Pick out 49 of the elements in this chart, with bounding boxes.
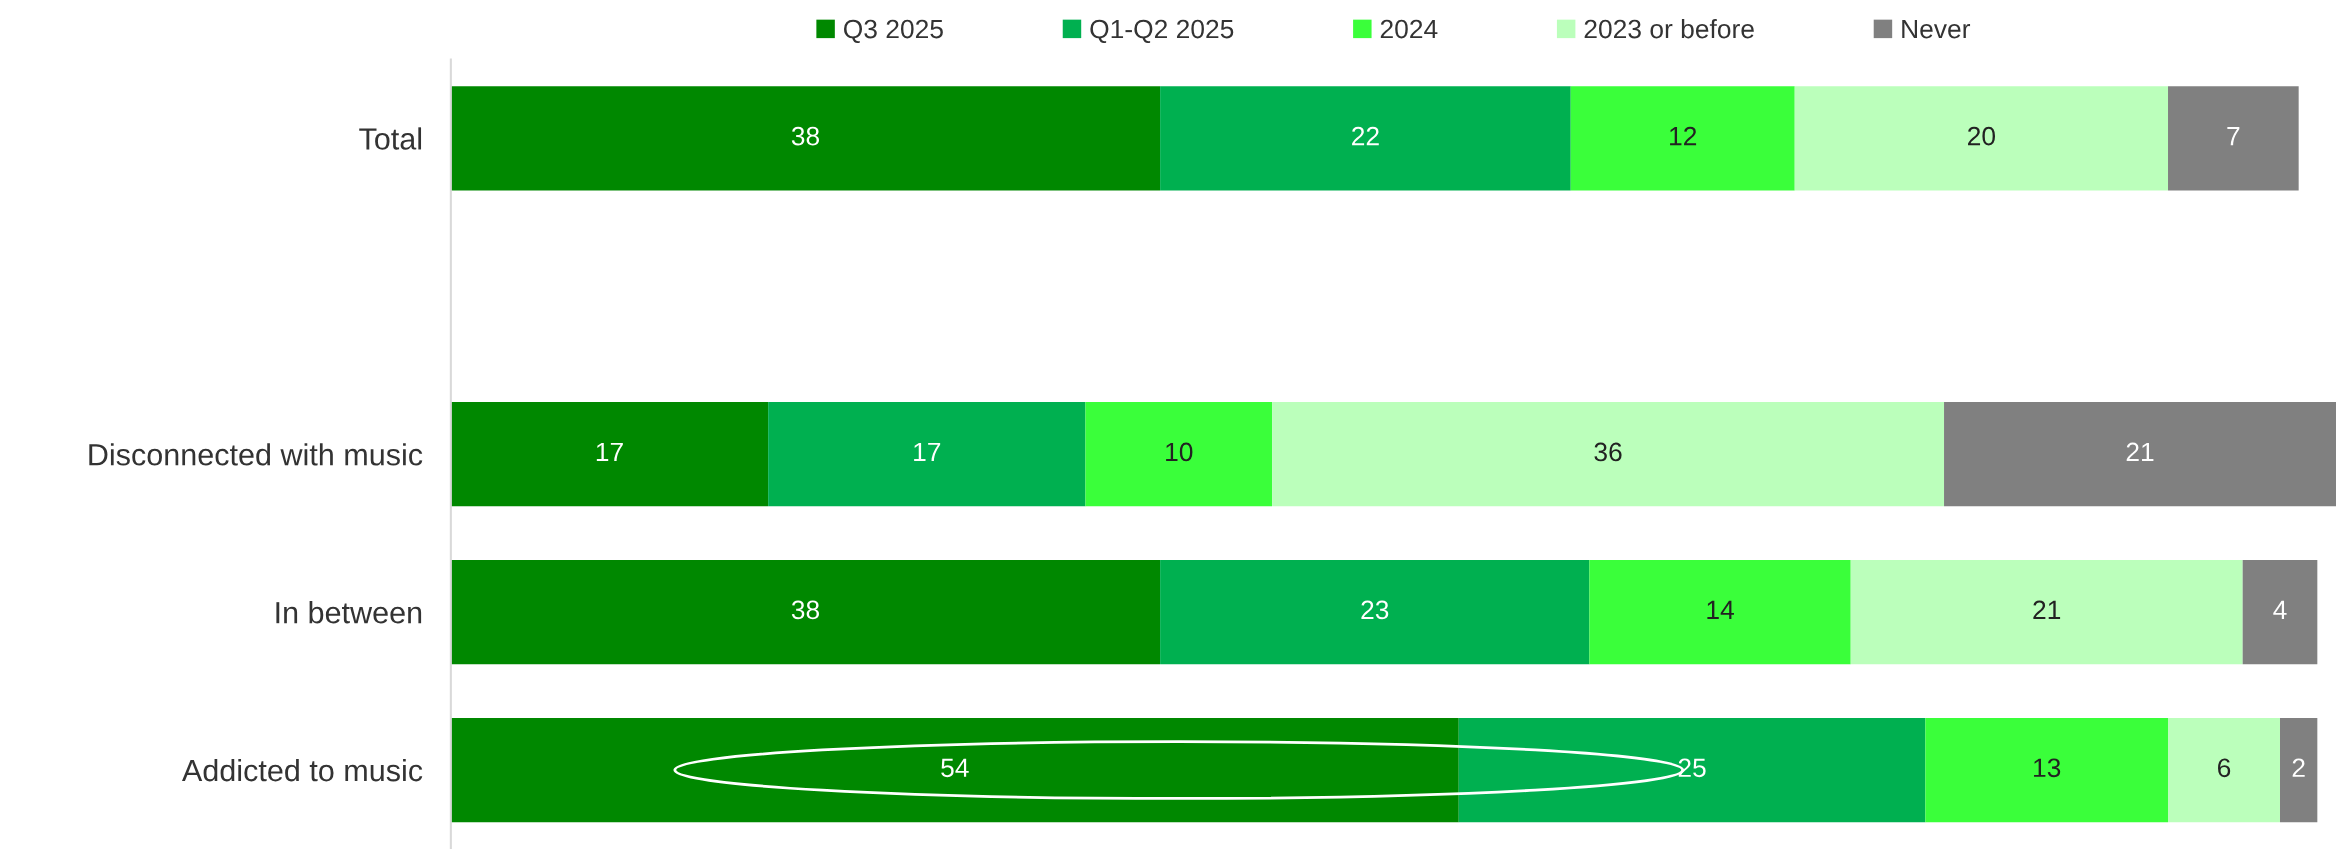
- data-label: 25: [1678, 758, 1706, 778]
- bar: [1272, 402, 1945, 507]
- data-label: 13: [2034, 758, 2061, 778]
- bar: [2168, 717, 2281, 823]
- bar: [768, 402, 1086, 507]
- legend-label: Q3 2025: [844, 19, 943, 44]
- bar: [2168, 86, 2299, 191]
- bar: [1160, 86, 1571, 191]
- data-label: 17: [596, 442, 623, 462]
- bar: [450, 560, 1161, 665]
- data-label: 36: [1594, 442, 1622, 462]
- data-label: 17: [914, 442, 941, 462]
- legend-label: 2023 or before: [1584, 19, 1754, 39]
- legend-label: Never: [1902, 19, 1971, 39]
- bar: [1085, 402, 1273, 507]
- y-tick-label: Total: [359, 127, 422, 150]
- data-label: 2: [2292, 758, 2305, 777]
- data-label: 23: [1361, 600, 1389, 620]
- data-label: 4: [2273, 600, 2287, 619]
- bar: [1944, 402, 2336, 507]
- bar: [1794, 86, 2169, 191]
- data-label: 14: [1707, 600, 1734, 619]
- y-tick-label: Addicted to music: [181, 758, 423, 782]
- legend-label: Q1-Q2 2025: [1090, 19, 1234, 44]
- bar: [450, 86, 1161, 191]
- data-label: 22: [1352, 126, 1379, 146]
- data-label: 7: [2227, 127, 2240, 146]
- data-label: 54: [941, 758, 969, 778]
- bar: [1925, 717, 2169, 823]
- data-label: 38: [791, 600, 820, 620]
- bar: [450, 402, 769, 507]
- data-label: 6: [2218, 758, 2231, 778]
- bar: [2242, 560, 2318, 665]
- data-label: 21: [2126, 442, 2154, 462]
- y-tick-label: In between: [276, 601, 422, 624]
- data-label: 38: [791, 126, 820, 146]
- data-label: 21: [2033, 600, 2061, 619]
- data-label: 12: [1670, 126, 1697, 146]
- legend-label: 2024: [1380, 19, 1438, 39]
- bar: [1160, 560, 1590, 665]
- bar: [1458, 717, 1926, 823]
- bar: [2280, 717, 2318, 823]
- bar: [1589, 560, 1851, 665]
- data-label: 20: [1968, 126, 1996, 146]
- bar: [1850, 560, 2243, 665]
- y-tick-label: Disconnected with music: [89, 443, 423, 466]
- data-label: 10: [1166, 442, 1193, 462]
- bar: [450, 717, 1459, 823]
- bar: [1570, 86, 1795, 191]
